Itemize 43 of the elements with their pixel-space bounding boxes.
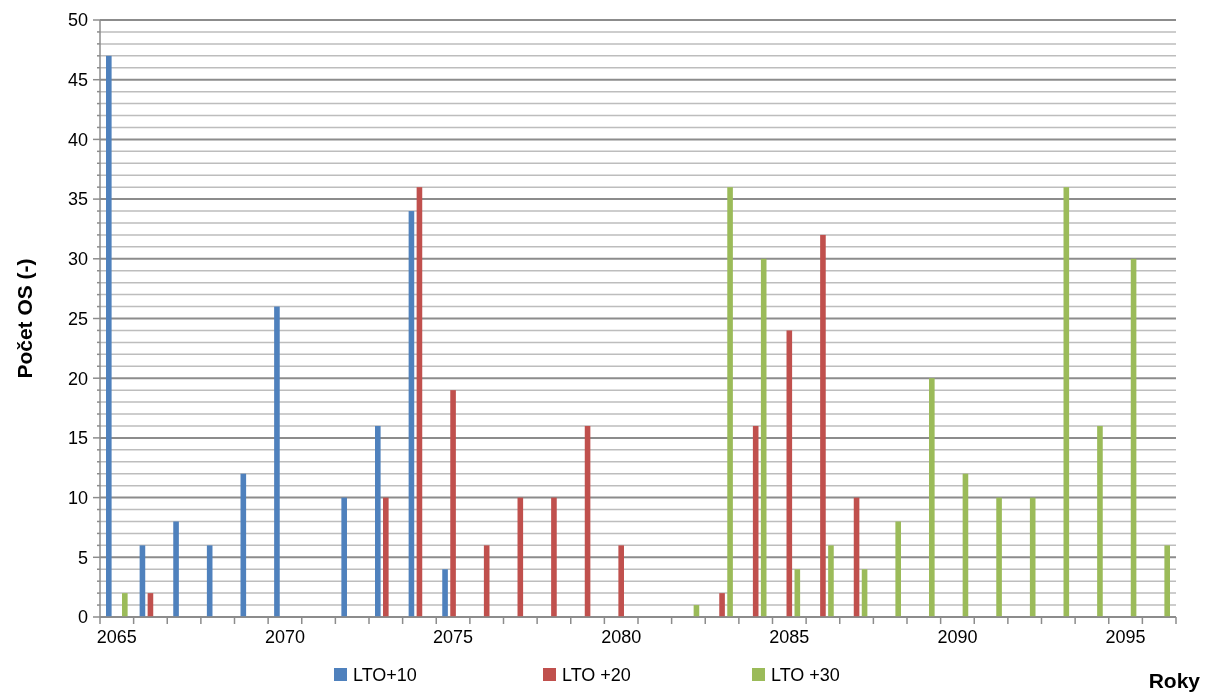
- y-tick-label: 30: [67, 249, 88, 270]
- x-tick-label: 2070: [264, 627, 305, 647]
- y-tick-label: 40: [67, 129, 88, 150]
- y-axis-title: Počet OS (-): [13, 258, 36, 379]
- y-tick-label: 20: [67, 368, 88, 389]
- bar: [996, 497, 1002, 617]
- bar: [274, 306, 280, 617]
- y-tick-label: 5: [77, 547, 88, 568]
- legend-label: LTO +20: [562, 665, 631, 685]
- bar: [820, 234, 826, 617]
- bar: [1164, 545, 1170, 617]
- y-tick-label: 0: [77, 607, 88, 628]
- x-tick-label: 2095: [1105, 627, 1146, 647]
- x-tick-label: 2080: [601, 627, 642, 647]
- y-tick-label: 25: [67, 308, 88, 329]
- bar: [106, 55, 112, 617]
- bar: [929, 378, 935, 617]
- bar: [1097, 425, 1103, 617]
- bar: [618, 545, 624, 617]
- bar: [341, 497, 347, 617]
- legend-label: LTO +30: [771, 665, 840, 685]
- bar: [895, 521, 901, 617]
- x-tick-label: 2085: [769, 627, 810, 647]
- x-tick-label: 2065: [96, 627, 137, 647]
- x-tick-label: 2090: [937, 627, 978, 647]
- bar: [122, 593, 128, 617]
- bar: [442, 569, 448, 617]
- y-tick-label: 45: [67, 70, 88, 90]
- x-axis-title: Roky: [1148, 669, 1201, 692]
- bar: [551, 497, 557, 617]
- bar: [383, 497, 389, 617]
- x-tick-label: 2075: [433, 627, 474, 647]
- y-tick-label: 15: [67, 428, 88, 449]
- bar: [719, 593, 725, 617]
- bar: [173, 521, 179, 617]
- y-tick-label: 10: [67, 487, 88, 508]
- bar: [450, 390, 456, 617]
- legend-label: LTO+10: [353, 665, 417, 685]
- bar: [375, 425, 381, 617]
- y-tick-label: 35: [67, 189, 88, 210]
- bar: [727, 187, 733, 617]
- bar: [828, 545, 834, 617]
- y-tick-label: 50: [67, 10, 88, 31]
